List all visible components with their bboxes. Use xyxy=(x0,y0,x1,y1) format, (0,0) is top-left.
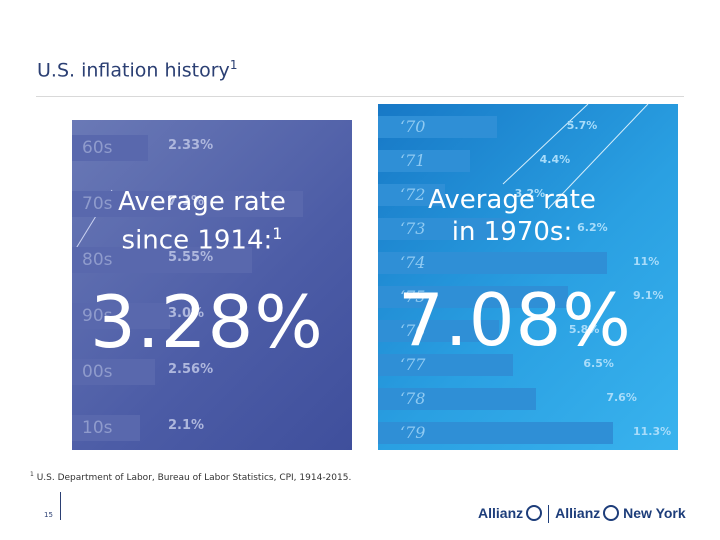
year-bar-8 xyxy=(378,388,537,410)
year-label-9: ‘79 xyxy=(400,423,426,442)
decade-label-0: 60s xyxy=(82,138,113,158)
decade-label-1: 70s xyxy=(82,194,113,214)
decade-value-label-4: 2.56% xyxy=(168,362,214,377)
year-value-label-2: 3.2% xyxy=(514,187,546,200)
seventies-chart-diagonals xyxy=(502,104,649,210)
year-label-2: ‘72 xyxy=(400,185,426,204)
slide-title-text: U.S. inflation history xyxy=(37,59,230,82)
title-divider xyxy=(36,96,684,97)
seventies-chart-panel: ‘70 5.7% ‘71 4.4% ‘72 3.2% ‘73 6.2% ‘74 11% ‘75 9.1… xyxy=(378,104,678,450)
decade-value-label-5: 2.1% xyxy=(168,418,205,433)
year-value-label-9: 11.3% xyxy=(633,425,672,438)
decade-value-label-0: 2.33% xyxy=(168,138,214,153)
decade-value-label-2: 5.55% xyxy=(168,250,214,265)
decade-bar-0 xyxy=(72,135,148,161)
left-average-footnote-mark: 1 xyxy=(272,224,283,243)
decade-bar-1 xyxy=(72,191,303,217)
page-number-rule xyxy=(60,492,61,520)
year-bar-0 xyxy=(378,116,497,138)
year-value-label-5: 9.1% xyxy=(633,289,664,302)
logo-secondary: Allianz xyxy=(555,505,601,521)
year-value-label-4: 11% xyxy=(633,255,660,268)
decade-bar-3 xyxy=(72,303,170,329)
year-bar-2 xyxy=(378,184,445,206)
year-value-label-7: 6.5% xyxy=(583,357,614,370)
decade-bar-4 xyxy=(72,359,156,385)
allianz-eagle-icon xyxy=(526,505,543,522)
decade-value-label-3: 3.0% xyxy=(168,306,205,321)
year-label-4: ‘74 xyxy=(400,253,426,272)
left-average-value: 3.28% xyxy=(90,280,324,364)
right-average-line-2: in 1970s: xyxy=(451,217,573,247)
logo-separator xyxy=(548,505,550,524)
source-footnote-text: U.S. Department of Labor, Bureau of Labo… xyxy=(36,473,352,483)
title-footnote-mark: 1 xyxy=(229,58,238,72)
decade-bar-2 xyxy=(72,247,253,273)
year-bar-5 xyxy=(378,286,568,308)
decade-label-5: 10s xyxy=(82,418,113,438)
decade-label-4: 00s xyxy=(82,362,113,382)
year-bar-9 xyxy=(378,422,614,444)
year-bar-1 xyxy=(378,150,470,172)
year-label-6: ‘76 xyxy=(400,321,426,340)
year-label-3: ‘73 xyxy=(400,219,426,238)
source-footnote-mark: 1 xyxy=(30,471,34,478)
year-value-label-3: 6.2% xyxy=(577,221,608,234)
right-average-line-1: Average rate xyxy=(428,185,596,215)
logo-secondary-suffix: New York xyxy=(623,505,686,521)
year-value-label-0: 5.7% xyxy=(566,119,598,132)
year-label-8: ‘78 xyxy=(400,389,426,408)
decade-label-2: 80s xyxy=(82,250,113,270)
year-label-5: ‘75 xyxy=(400,287,426,306)
allianz-eagle-icon-2 xyxy=(603,505,620,522)
year-bar-4 xyxy=(378,252,608,274)
decade-label-3: 90s xyxy=(82,306,113,326)
year-label-1: ‘71 xyxy=(400,151,426,170)
page-number: 15 xyxy=(44,511,53,519)
year-value-label-1: 4.4% xyxy=(539,153,571,166)
left-average-line-2: since 1914: xyxy=(121,225,273,256)
source-footnote: 1 U.S. Department of Labor, Bureau of La… xyxy=(30,471,351,483)
decade-bar-5 xyxy=(72,415,141,441)
allianz-logo: Allianz Allianz New York xyxy=(478,505,686,524)
right-average-label: Average rate in 1970s: xyxy=(402,184,622,248)
logo-primary: Allianz xyxy=(478,505,524,521)
year-label-7: ‘77 xyxy=(400,355,426,374)
left-average-line-2-wrap: since 1914:1 xyxy=(92,218,312,257)
decade-chart-panel: 60s 2.33% 70s 7.1% 80s 5.55% 90s 3.0% 00s 2.56% 10… xyxy=(72,120,352,450)
year-value-label-8: 7.6% xyxy=(606,391,637,404)
year-label-0: ‘70 xyxy=(400,117,426,136)
left-average-line-1: Average rate xyxy=(118,187,286,217)
left-average-label: Average rate since 1914:1 xyxy=(92,186,312,257)
decade-value-label-1: 7.1% xyxy=(168,194,205,209)
slide-title: U.S. inflation history1 xyxy=(37,58,237,81)
year-value-label-6: 5.8% xyxy=(568,323,600,336)
year-bar-6 xyxy=(378,320,499,342)
right-average-value: 7.08% xyxy=(398,278,632,362)
year-bar-3 xyxy=(378,218,508,240)
year-bar-7 xyxy=(378,354,514,376)
